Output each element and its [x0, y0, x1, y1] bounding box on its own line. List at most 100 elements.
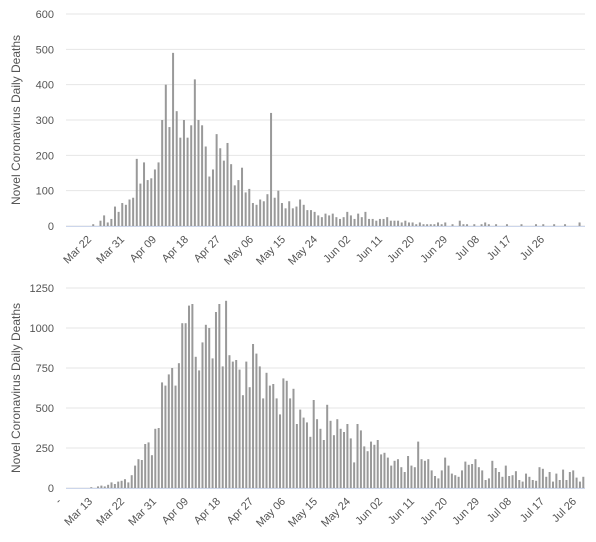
bar: [420, 459, 423, 488]
bar: [262, 398, 265, 488]
bar: [541, 468, 544, 488]
bar: [349, 215, 352, 226]
bar: [458, 220, 461, 226]
y-tick-label: 1250: [30, 283, 54, 295]
bar: [110, 218, 113, 226]
bar: [208, 328, 211, 488]
bar: [462, 224, 465, 226]
bar: [444, 457, 447, 488]
bar: [487, 224, 490, 226]
bar: [551, 481, 554, 488]
bar: [491, 460, 494, 488]
bar: [106, 222, 109, 226]
bar: [335, 217, 338, 226]
bar: [161, 382, 164, 488]
bar: [259, 199, 262, 226]
bar: [429, 224, 432, 226]
x-tick-label: Jun 11: [386, 496, 417, 527]
y-tick-label: 0: [48, 221, 54, 233]
bar: [531, 480, 534, 488]
bar: [504, 465, 507, 488]
bar: [415, 224, 418, 226]
x-tick-label: Jul 08: [453, 234, 482, 263]
bar: [132, 197, 135, 226]
bar: [100, 485, 103, 488]
bar: [153, 169, 156, 226]
bar: [230, 164, 233, 226]
x-tick-label: Apr 18: [160, 234, 191, 265]
bar: [460, 470, 463, 488]
bar: [508, 476, 511, 488]
x-tick-label: Apr 18: [192, 496, 223, 527]
bar: [440, 224, 443, 226]
y-tick-label: 400: [36, 80, 54, 92]
bar: [90, 487, 93, 488]
bar: [326, 404, 329, 488]
bar: [262, 201, 265, 226]
bar: [312, 400, 315, 488]
bar: [437, 478, 440, 488]
bar: [124, 204, 127, 226]
bar: [328, 215, 331, 226]
bar: [295, 206, 298, 226]
bar: [332, 435, 335, 488]
bar: [339, 218, 342, 226]
bar: [466, 224, 469, 226]
bar: [228, 355, 231, 488]
bar: [251, 203, 254, 226]
bar: [225, 300, 228, 488]
bar: [272, 384, 275, 488]
bar: [291, 208, 294, 226]
bar: [464, 461, 467, 488]
bar: [373, 444, 376, 488]
bar: [575, 477, 578, 488]
bar: [127, 482, 130, 488]
bar: [474, 459, 477, 488]
bar: [346, 211, 349, 226]
x-tick-label: -: [53, 495, 64, 506]
bar: [113, 206, 116, 226]
bar: [444, 222, 447, 226]
bar: [317, 215, 320, 226]
y-tick-label: 300: [36, 115, 54, 127]
y-tick-label: 500: [36, 403, 54, 415]
bar: [164, 385, 167, 488]
bar: [157, 162, 160, 226]
bar: [331, 213, 334, 226]
bar: [113, 484, 116, 488]
bar: [282, 378, 285, 488]
bar: [157, 428, 160, 488]
bar: [313, 211, 316, 226]
bar: [181, 323, 184, 488]
bar: [538, 467, 541, 488]
bar: [295, 424, 298, 488]
bar: [255, 204, 258, 226]
bar: [241, 395, 244, 488]
bar: [161, 120, 164, 226]
bar: [117, 481, 120, 488]
bar: [404, 220, 407, 226]
bar: [248, 387, 251, 488]
bar: [235, 360, 238, 488]
bar: [346, 424, 349, 488]
bar: [208, 176, 211, 226]
bar: [434, 476, 437, 488]
bar: [222, 160, 225, 226]
bar: [182, 120, 185, 226]
bar: [454, 475, 457, 488]
bar: [204, 324, 207, 488]
bar: [140, 460, 143, 488]
bar: [382, 218, 385, 226]
bar: [430, 470, 433, 488]
bar: [548, 472, 551, 488]
x-tick-label: Jun 29: [450, 496, 482, 528]
bar: [353, 462, 356, 488]
y-tick-label: 0: [48, 483, 54, 495]
bar: [279, 414, 282, 488]
bar: [498, 472, 501, 488]
x-tick-label: Apr 27: [192, 234, 223, 265]
bar: [378, 218, 381, 226]
bar: [447, 465, 450, 488]
bar: [280, 203, 283, 226]
bar: [168, 127, 171, 226]
